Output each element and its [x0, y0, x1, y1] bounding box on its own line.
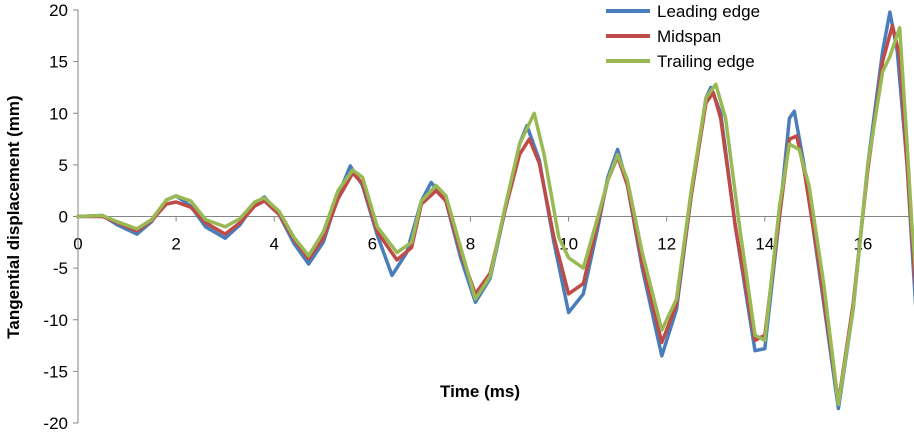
- x-tick-label: 6: [368, 235, 377, 254]
- y-tick-label: 15: [49, 53, 68, 72]
- y-tick-label: -5: [53, 259, 68, 278]
- x-axis-ticks: 0 2 4 6 8 10 12 14 16: [73, 216, 872, 254]
- y-tick-label: 10: [49, 104, 68, 123]
- legend-label: Midspan: [657, 27, 721, 46]
- y-tick-label: 5: [59, 156, 68, 175]
- series-line-leading-edge: [76, 10, 914, 411]
- y-tick-label: -20: [43, 414, 68, 432]
- x-tick-label: 16: [853, 235, 872, 254]
- x-tick-label: 4: [270, 235, 279, 254]
- legend-label: Trailing edge: [657, 52, 755, 71]
- x-tick-label: 2: [171, 235, 180, 254]
- x-tick-label: 12: [657, 235, 676, 254]
- legend: Leading edge Midspan Trailing edge: [606, 2, 760, 71]
- y-axis-title: Tangential displacement (mm): [4, 95, 23, 338]
- series-lines: [76, 10, 914, 411]
- x-tick-label: 8: [466, 235, 475, 254]
- y-tick-label: -10: [43, 311, 68, 330]
- y-tick-label: -15: [43, 362, 68, 381]
- y-tick-label: 20: [49, 1, 68, 20]
- x-axis-title: Time (ms): [440, 382, 520, 401]
- series-line-trailing-edge: [76, 25, 914, 407]
- y-axis-ticks: -20 -15 -10 -5 0 5 10 15 20: [43, 1, 78, 432]
- y-tick-label: 0: [59, 208, 68, 227]
- series-line-midspan: [76, 23, 914, 405]
- x-tick-label: 14: [755, 235, 774, 254]
- legend-label: Leading edge: [657, 2, 760, 21]
